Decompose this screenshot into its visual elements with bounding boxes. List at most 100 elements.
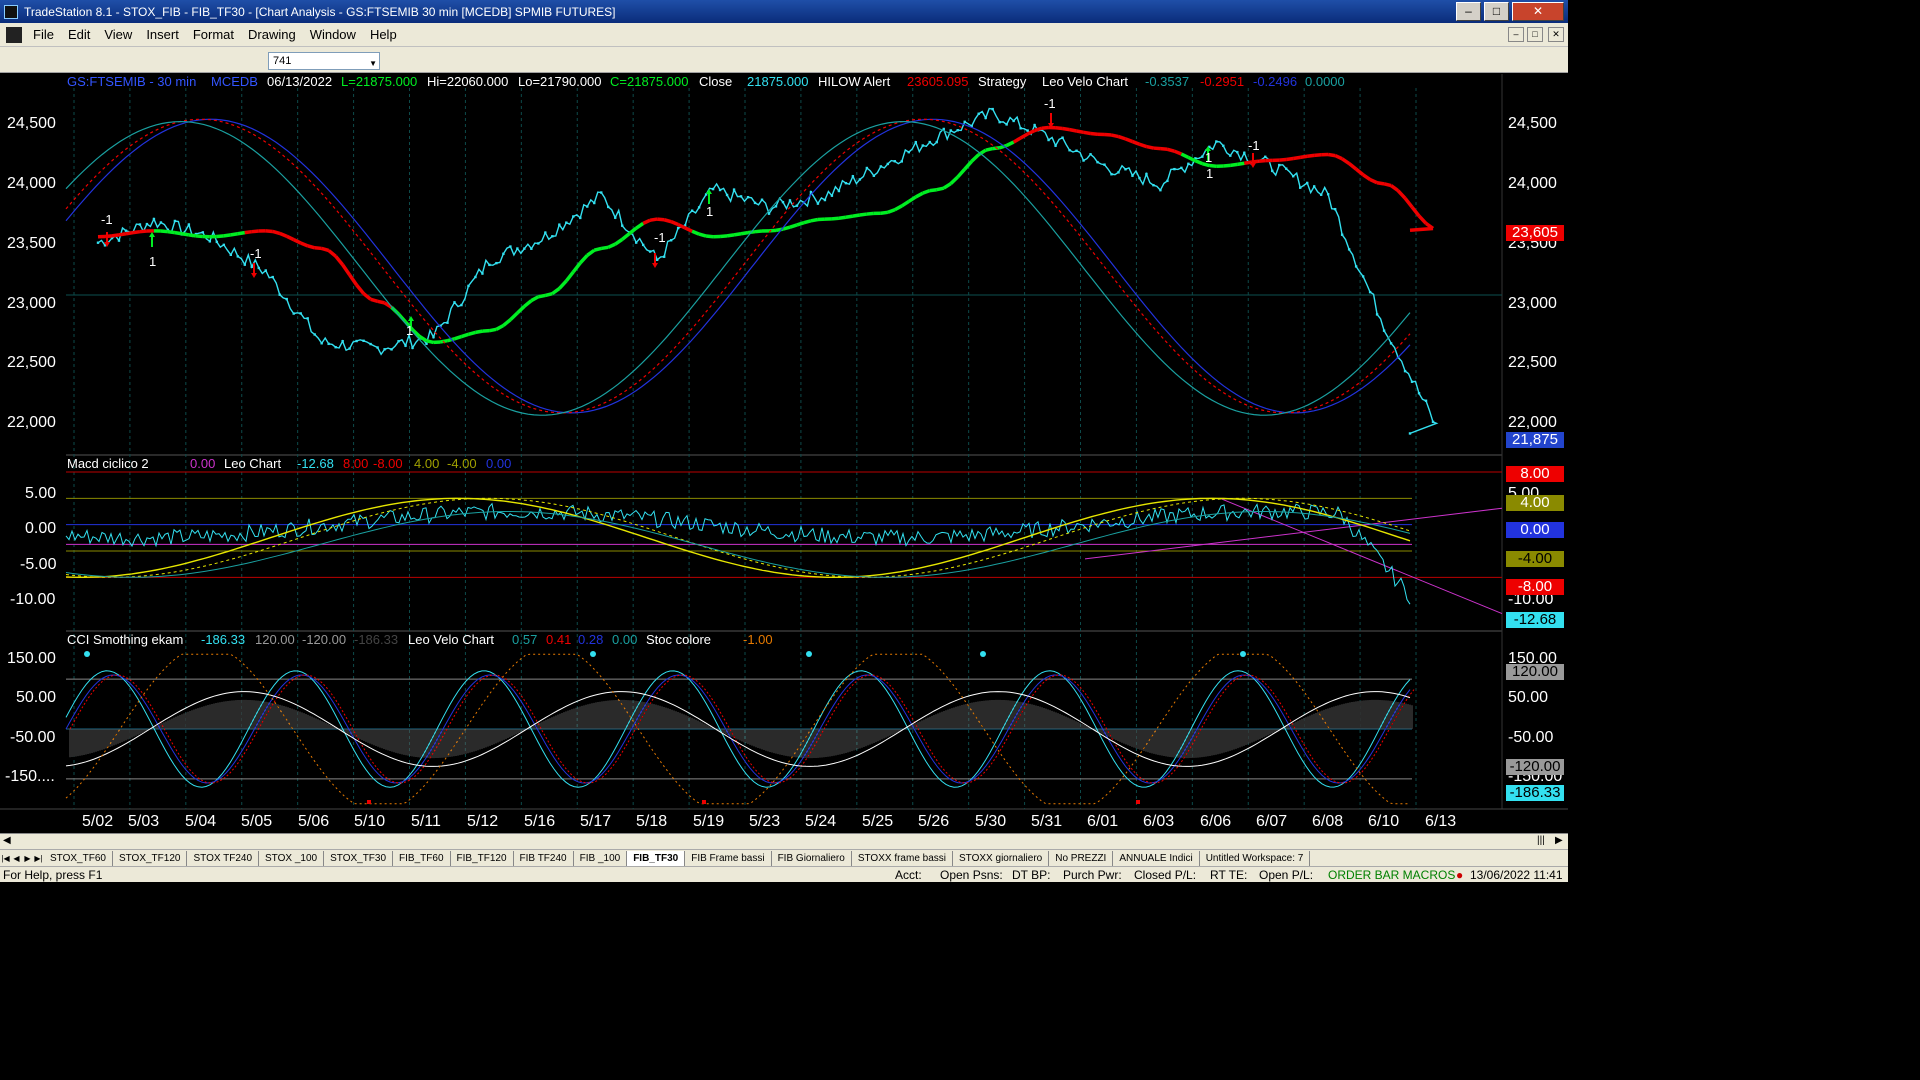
menu-format[interactable]: Format <box>192 27 234 42</box>
close-button[interactable]: ✕ <box>1512 2 1564 21</box>
menu-file[interactable]: File <box>33 27 54 42</box>
date-label: 5/19 <box>693 813 725 830</box>
price-bar-marker <box>173 219 177 223</box>
price-bar-marker <box>390 348 393 351</box>
price-bar-marker <box>1368 290 1372 294</box>
price-axis-label: 23,000 <box>7 295 56 312</box>
tab-prev-icon[interactable]: ◀ <box>13 853 20 863</box>
cci-top-marker <box>1240 651 1246 657</box>
cci-value-d: -186.33 <box>354 632 399 647</box>
cci-smooth-line <box>65 691 1411 767</box>
tab-fib-frame-bassi[interactable]: FIB Frame bassi <box>685 850 772 866</box>
menu-drawing[interactable]: Drawing <box>248 27 296 42</box>
hilow-segment <box>1230 162 1238 168</box>
tab-untitled-workspace[interactable]: Untitled Workspace: 7 <box>1200 850 1311 866</box>
chart-window-icon[interactable] <box>6 26 22 43</box>
maximize-button[interactable]: □ <box>1484 2 1509 21</box>
mdi-restore-button[interactable]: □ <box>1527 27 1543 42</box>
tab-fib-tf30[interactable]: FIB_TF30 <box>627 850 686 866</box>
price-bar-marker <box>516 247 519 250</box>
hilow-segment <box>426 339 434 345</box>
cci-current-box: -186.33 <box>1506 785 1564 801</box>
mdi-close-button[interactable]: ✕ <box>1548 27 1564 42</box>
tab-stox-tf30[interactable]: STOX_TF30 <box>324 850 394 866</box>
price-bar-marker <box>292 312 295 315</box>
tab-stox-tf120[interactable]: STOX_TF120 <box>113 850 188 866</box>
tab-stox-tf60[interactable]: STOX_TF60 <box>44 850 113 866</box>
tab-stoxx-giornaliero[interactable]: STOXX giornaliero <box>953 850 1050 866</box>
hilow-segment <box>181 232 190 237</box>
date-label: 6/07 <box>1256 813 1288 830</box>
signal-arrow-head <box>652 263 658 268</box>
price-bar-marker <box>124 229 128 232</box>
price-bar-marker <box>1340 233 1344 236</box>
price-bar-marker <box>1173 167 1176 171</box>
hilow-segment <box>593 246 602 252</box>
status-order-bar-macros[interactable]: ORDER BAR MACROS <box>1328 868 1456 882</box>
chart-area[interactable]: GS:FTSEMIB - 30 min MCEDB 06/13/2022 L=2… <box>0 74 1568 834</box>
price-bar-marker <box>1117 171 1120 174</box>
menu-insert[interactable]: Insert <box>146 27 179 42</box>
tab-fib-tf120[interactable]: FIB_TF120 <box>451 850 514 866</box>
hilow-segment <box>1062 126 1070 132</box>
minimize-button[interactable]: – <box>1456 2 1481 21</box>
menu-help[interactable]: Help <box>369 27 397 42</box>
hilow-segment <box>355 283 365 295</box>
hilow-segment <box>914 191 924 199</box>
price-bar-marker <box>166 228 170 232</box>
price-bar-marker <box>1103 163 1106 166</box>
scroll-right-icon[interactable]: ▶ <box>1555 835 1563 846</box>
menu-view[interactable]: View <box>104 27 133 42</box>
price-bar-marker <box>704 193 708 196</box>
tab-last-icon[interactable]: ▶| <box>34 853 43 863</box>
signal-label: -1 <box>1248 138 1260 153</box>
price-bar-marker <box>655 258 659 261</box>
tab-fib-tf240[interactable]: FIB TF240 <box>514 850 574 866</box>
hilow-segment <box>1160 146 1168 152</box>
hilow-segment <box>733 232 742 237</box>
price-bar-marker <box>320 342 323 345</box>
scroll-left-icon[interactable]: ◀ <box>3 835 11 846</box>
price-bar-marker <box>1187 162 1190 166</box>
tab-first-icon[interactable]: |◀ <box>1 853 10 863</box>
symbol-combo[interactable]: 741 ▼ <box>268 52 380 70</box>
price-bar-marker <box>746 195 750 199</box>
chevron-down-icon[interactable]: ▼ <box>369 59 377 68</box>
window-title: TradeStation 8.1 - STOX_FIB - FIB_TF30 -… <box>24 4 616 19</box>
hilow-segment <box>1383 182 1392 188</box>
date-label: 5/24 <box>805 813 837 830</box>
price-bar-marker <box>690 209 694 212</box>
price-bar-marker <box>1236 150 1239 154</box>
cci-line-blue <box>65 674 1411 784</box>
date-label: 6/06 <box>1200 813 1232 830</box>
price-bar-marker <box>788 199 792 202</box>
price-bar-marker <box>481 272 484 275</box>
hilow-segment <box>600 245 609 251</box>
scroll-thumb[interactable]: ||| <box>1537 835 1545 846</box>
cci-top-marker <box>84 651 90 657</box>
tab-stox-100[interactable]: STOX _100 <box>259 850 325 866</box>
menu-edit[interactable]: Edit <box>67 27 91 42</box>
tab-annuale-indici[interactable]: ANNUALE Indici <box>1113 850 1200 866</box>
price-lo-label: Lo=21790.000 <box>518 74 602 89</box>
hilow-segment <box>887 208 896 214</box>
tab-fib-tf60[interactable]: FIB_TF60 <box>393 850 451 866</box>
cci-right-axis-label: -50.00 <box>1508 729 1554 746</box>
tab-stoxx-frame-bassi[interactable]: STOXX frame bassi <box>852 850 954 866</box>
hilow-segment <box>907 195 917 203</box>
tab-stox-tf240[interactable]: STOX TF240 <box>187 850 260 866</box>
hilow-segment <box>334 255 344 266</box>
tab-fib-100[interactable]: FIB _100 <box>574 850 628 866</box>
tab-no-prezzi[interactable]: No PREZZI <box>1049 850 1114 866</box>
mdi-minimize-button[interactable]: – <box>1508 27 1524 42</box>
date-label: 5/23 <box>749 813 781 830</box>
macd-axis-label: -5.00 <box>20 556 57 573</box>
tab-next-icon[interactable]: ▶ <box>24 853 31 863</box>
macd-trendline-down <box>1219 497 1503 615</box>
horizontal-scrollbar[interactable]: ◀ ||| ▶ <box>0 833 1568 849</box>
hilow-segment <box>1409 226 1434 232</box>
menu-window[interactable]: Window <box>309 27 356 42</box>
hilow-segment <box>893 204 903 212</box>
tab-fib-giornaliero[interactable]: FIB Giornaliero <box>772 850 852 866</box>
price-bar-marker <box>711 187 715 191</box>
